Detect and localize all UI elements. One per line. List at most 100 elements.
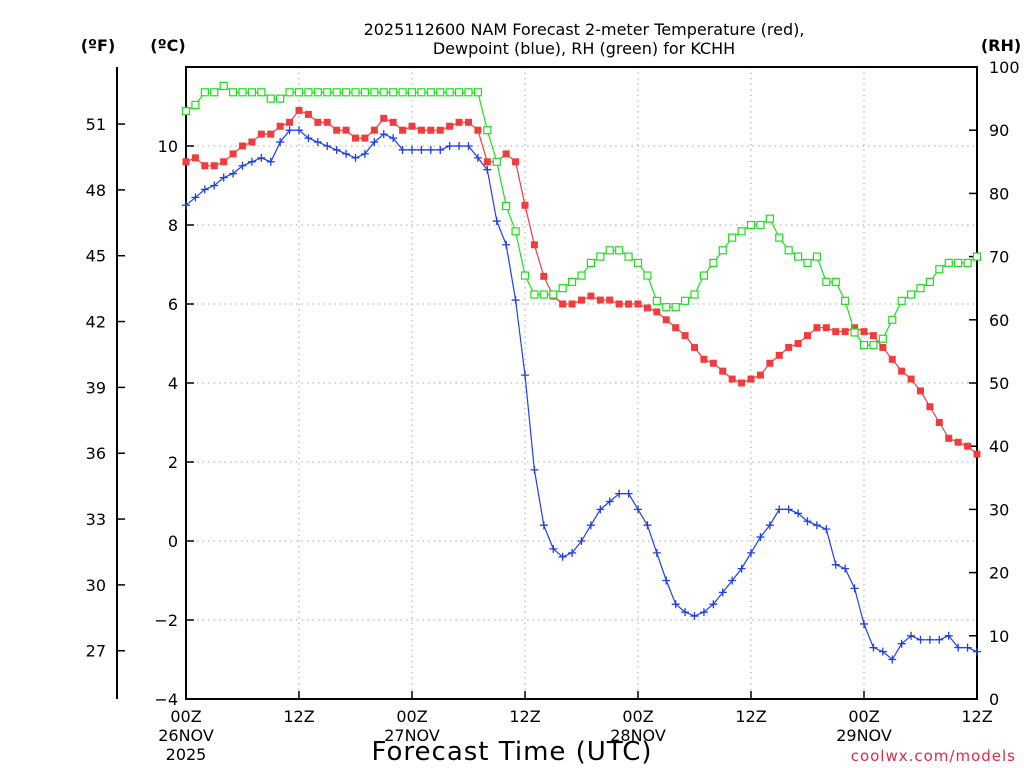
dewpoint-point: [841, 564, 850, 573]
temperature-point: [220, 158, 228, 166]
rh-point: [445, 88, 454, 97]
rh-point: [567, 277, 577, 286]
rh-point: [257, 88, 266, 97]
rh-point: [878, 334, 887, 343]
rh-point: [549, 290, 558, 299]
celsius-tick-label: 6: [168, 295, 178, 314]
x-tick-label: 00Z: [622, 707, 653, 726]
temperature-point: [257, 130, 265, 138]
rh-point: [765, 214, 774, 223]
rh-point: [643, 271, 652, 280]
x-tick-label: 12Z: [735, 707, 766, 726]
rh-point: [671, 303, 680, 312]
x-tick-label: 12Z: [283, 707, 314, 726]
temperature-point: [775, 351, 783, 359]
temperature-point: [389, 118, 397, 126]
temperature-point: [587, 292, 595, 300]
dewpoint-point: [332, 145, 341, 154]
rh-point: [831, 277, 840, 286]
dewpoint-point: [699, 608, 708, 617]
dewpoint-point: [878, 647, 887, 656]
dewpoint-point: [558, 552, 567, 561]
chart-title-line1: 2025112600 NAM Forecast 2-meter Temperat…: [364, 20, 805, 39]
rh-point: [586, 258, 596, 268]
rh-point: [812, 252, 822, 261]
temperature-point: [738, 379, 746, 387]
dewpoint-point: [747, 548, 755, 557]
x-tick-label: 00Z: [396, 707, 427, 726]
dewpoint-point: [954, 643, 963, 652]
temperature-point: [455, 118, 463, 126]
rh-point: [219, 81, 228, 91]
temperature-point: [841, 328, 849, 336]
temperature-point: [625, 300, 633, 308]
fahrenheit-tick-label: 39: [86, 378, 106, 397]
rh-tick-label: 20: [989, 564, 1009, 583]
rh-point: [228, 88, 238, 97]
dewpoint-point: [624, 489, 633, 498]
temperature-point: [935, 419, 943, 426]
rh-tick-label: 80: [989, 184, 1009, 203]
dewpoint-point: [257, 153, 266, 162]
dewpoint-point: [285, 126, 294, 135]
gridlines: [186, 67, 977, 699]
temperature-point: [342, 126, 350, 134]
rh-point: [633, 258, 643, 268]
rh-point: [869, 340, 878, 350]
temperature-point: [314, 118, 322, 126]
rh-point: [502, 201, 511, 211]
rh-point: [379, 88, 388, 97]
rh-unit-label: (RH): [981, 36, 1021, 55]
temperature-point: [785, 343, 793, 351]
temperature-point: [427, 126, 435, 134]
temperature-point: [747, 375, 755, 383]
dewpoint-point: [888, 655, 897, 664]
x-date-label: 27NOV: [384, 726, 440, 745]
dewpoint-point: [577, 537, 586, 545]
temperature-point: [323, 118, 331, 126]
dewpoint-point: [897, 639, 906, 648]
rh-point: [737, 227, 746, 236]
dewpoint-point: [464, 142, 473, 150]
dewpoint-point: [398, 145, 407, 154]
rh-point: [577, 271, 586, 280]
dewpoint-point: [549, 544, 558, 553]
temperature-point: [465, 118, 472, 126]
dewpoint-point: [662, 576, 671, 585]
dewpoint-point: [191, 193, 200, 202]
series-line: [185, 85, 978, 346]
rh-tick-label: 0: [989, 690, 999, 709]
rh-point: [859, 340, 869, 350]
fahrenheit-tick-label: 30: [86, 576, 106, 595]
temperature-point: [634, 300, 642, 308]
rh-point: [210, 88, 219, 97]
x-date-label: 29NOV: [836, 726, 892, 745]
dewpoint-point: [718, 588, 727, 597]
rh-point: [407, 88, 417, 97]
rh-point: [652, 296, 661, 305]
dewpoint-point: [860, 619, 868, 628]
rh-point: [784, 246, 793, 255]
x-tick-label: 00Z: [170, 707, 201, 726]
rh-tick-label: 90: [989, 121, 1009, 140]
temperature-point: [248, 138, 256, 146]
dewpoint-point: [586, 521, 595, 530]
rh-point: [709, 258, 718, 268]
rh-point: [417, 88, 426, 97]
rh-point: [775, 233, 784, 242]
series-temperature: [182, 106, 981, 458]
rh-point: [454, 88, 464, 97]
dewpoint-point: [313, 138, 322, 147]
celsius-tick-label: 8: [168, 216, 178, 235]
rh-point: [389, 88, 398, 97]
temperature-point: [851, 324, 859, 332]
temperature-point: [295, 106, 303, 114]
rh-point: [605, 246, 614, 255]
celsius-tick-label: 4: [168, 374, 178, 393]
dewpoint-point: [737, 564, 746, 573]
dewpoint-point: [492, 217, 501, 226]
rh-point: [850, 328, 859, 337]
dewpoint-point: [690, 612, 699, 621]
dewpoint-point: [417, 145, 426, 154]
rh-tick-label: 10: [989, 627, 1009, 646]
